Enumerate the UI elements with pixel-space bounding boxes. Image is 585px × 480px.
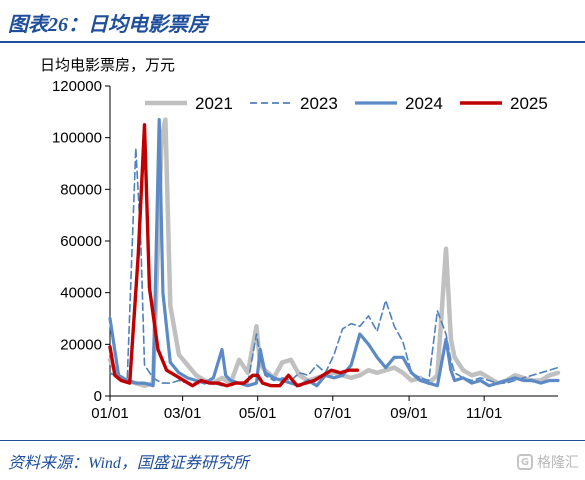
y-tick-label: 100000 <box>52 130 102 147</box>
unit-label: 日均电影票房，万元 <box>40 56 176 74</box>
x-tick-label: 09/01 <box>390 405 428 422</box>
x-tick-label: 05/01 <box>239 405 277 422</box>
series-line-2025 <box>108 123 360 388</box>
legend-label-2021: 2021 <box>195 94 233 113</box>
watermark-logo-icon: G <box>517 454 533 470</box>
legend: 2021 2023 2024 2025 <box>145 94 548 113</box>
y-tick-label: 120000 <box>52 78 102 95</box>
watermark-text: 格隆汇 <box>537 455 579 471</box>
y-tick-label: 0 <box>94 388 102 405</box>
series-line-2021 <box>107 117 561 388</box>
footer-rule <box>0 440 585 441</box>
axes: 0 20000 40000 60000 80000 100000 120000 01/01 03… <box>52 78 558 422</box>
x-tick-label: 03/01 <box>164 405 202 422</box>
legend-label-2024: 2024 <box>405 94 443 113</box>
source-note: 资料来源：Wind，国盛证券研究所 <box>8 455 249 472</box>
x-tick-label: 11/01 <box>466 405 502 422</box>
y-tick-label: 40000 <box>60 285 102 302</box>
box-office-chart: 0 20000 40000 60000 80000 100000 120000 01/01 03… <box>52 78 561 422</box>
watermark: G 格隆汇 <box>517 452 579 472</box>
x-tick-label: 07/01 <box>314 405 352 422</box>
x-tick-label: 01/01 <box>91 405 129 422</box>
legend-label-2025: 2025 <box>510 94 548 113</box>
figure-title: 图表26：日均电影票房 <box>8 14 208 36</box>
y-tick-label: 80000 <box>60 181 102 198</box>
y-tick-label: 20000 <box>60 336 102 353</box>
title-rule <box>0 41 585 43</box>
legend-label-2023: 2023 <box>300 94 338 113</box>
series-line-2023 <box>109 147 559 387</box>
series-lines <box>107 117 561 388</box>
y-tick-label: 60000 <box>60 233 102 250</box>
